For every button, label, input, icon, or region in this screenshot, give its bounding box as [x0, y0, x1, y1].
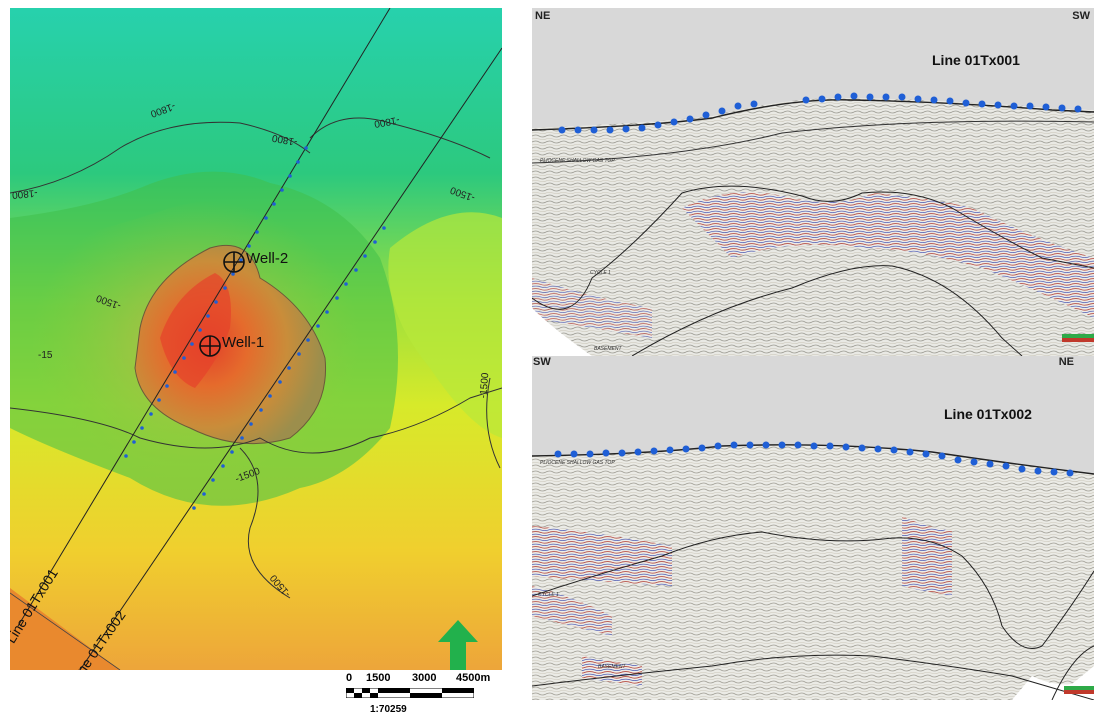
direction-label-left: SW: [533, 356, 551, 368]
shotpoint-markers: [558, 92, 1082, 134]
horizon-label: BASEMENT: [598, 664, 626, 670]
direction-label-right: SW: [1072, 10, 1090, 22]
scale-tick: 3000: [412, 672, 437, 684]
horizon-label: CYCLE 1: [538, 592, 559, 598]
horizon-label: CYCLE 1: [590, 270, 611, 276]
scale-bar-graphic: [346, 688, 474, 698]
well-2-label: Well-2: [246, 250, 289, 267]
section-title: Line 01Tx002: [944, 406, 1032, 422]
direction-label-left: NE: [535, 10, 551, 22]
north-arrow-icon: [438, 620, 478, 670]
structure-map: Well-2 Well-1 Line 01Tx001 Line 01Tx002 …: [10, 8, 502, 670]
well-2-icon[interactable]: [223, 251, 245, 273]
contour-label: -1500: [478, 372, 492, 399]
seismic-section-01tx002: SW NE Line 01Tx002 PLIOCENE SHALLOW GAS …: [532, 356, 1094, 700]
scale-tick: 0: [346, 672, 353, 684]
section-title: Line 01Tx001: [932, 52, 1020, 68]
line-01tx002-markers: [192, 226, 386, 510]
contour-label: -1800: [11, 186, 39, 201]
scale-bar: 0 1500 3000 4500m 1:70259: [340, 672, 502, 718]
line-01tx001-markers: [124, 146, 308, 458]
shotpoint-markers: [554, 441, 1074, 477]
scale-ratio: 1:70259: [370, 704, 407, 715]
seismic-image: [532, 8, 1094, 356]
direction-label-right: NE: [1058, 356, 1074, 368]
horizon-label: PLIOCENE SHALLOW GAS TOP: [540, 460, 615, 466]
well-1-icon[interactable]: [199, 335, 221, 357]
horizon-label: PLIOCENE SHALLOW GAS TOP: [540, 158, 615, 164]
scale-tick: 4500m: [456, 672, 491, 684]
contour-label: -15: [38, 350, 53, 361]
seismic-section-01tx001: NE SW Line 01Tx001 PLIOCENE SHALLOW GAS …: [532, 8, 1094, 356]
horizon-label: BASEMENT: [594, 346, 622, 352]
map-canvas: [10, 8, 502, 670]
scale-tick: 1500: [366, 672, 391, 684]
seismic-image: [532, 356, 1094, 700]
well-1-label: Well-1: [222, 334, 265, 351]
